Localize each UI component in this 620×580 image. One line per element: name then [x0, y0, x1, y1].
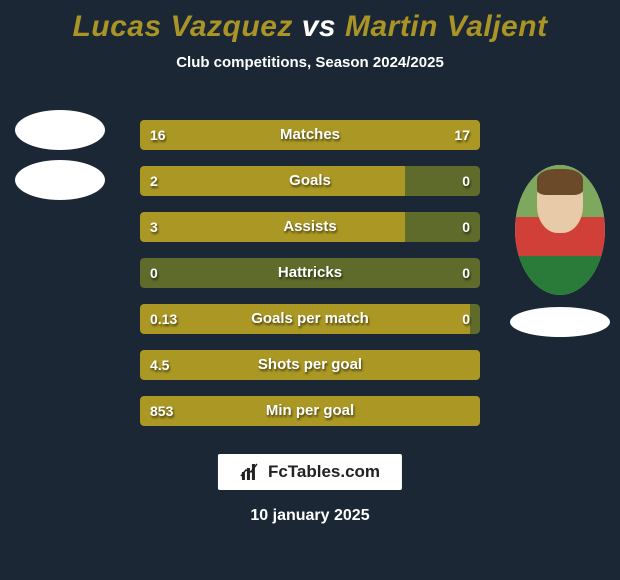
stat-label: Goals [140, 166, 480, 196]
stat-bars: 16Matches172Goals03Assists00Hattricks00.… [140, 120, 480, 442]
chart-icon [240, 462, 262, 482]
player2-column [505, 165, 615, 337]
stat-label: Assists [140, 212, 480, 242]
stat-value-right: 0 [462, 212, 470, 242]
title: Lucas Vazquez vs Martin Valjent [0, 0, 620, 44]
player2-team-badge [510, 307, 610, 337]
vs-label: vs [302, 10, 336, 43]
stat-value-right: 0 [462, 166, 470, 196]
stat-row: 853Min per goal [140, 396, 480, 426]
stat-row: 3Assists0 [140, 212, 480, 242]
site-name: FcTables.com [268, 462, 380, 482]
player2-face-icon [515, 165, 605, 295]
stat-label: Goals per match [140, 304, 480, 334]
player2-name: Martin Valjent [345, 10, 548, 43]
stat-row: 0.13Goals per match0 [140, 304, 480, 334]
stat-label: Matches [140, 120, 480, 150]
player2-avatar [515, 165, 605, 295]
stat-row: 0Hattricks0 [140, 258, 480, 288]
stat-value-right: 0 [462, 304, 470, 334]
date: 10 january 2025 [0, 507, 620, 525]
stat-label: Min per goal [140, 396, 480, 426]
stat-label: Hattricks [140, 258, 480, 288]
player1-name: Lucas Vazquez [72, 10, 292, 43]
player1-avatar [15, 110, 105, 150]
stat-value-right: 17 [454, 120, 470, 150]
comparison-card: Lucas Vazquez vs Martin Valjent Club com… [0, 0, 620, 580]
site-badge: FcTables.com [218, 454, 402, 490]
player1-team-badge [15, 160, 105, 200]
stat-value-right: 0 [462, 258, 470, 288]
stat-row: 4.5Shots per goal [140, 350, 480, 380]
subtitle: Club competitions, Season 2024/2025 [0, 54, 620, 71]
stat-label: Shots per goal [140, 350, 480, 380]
stat-row: 2Goals0 [140, 166, 480, 196]
player1-column [5, 110, 115, 200]
stat-row: 16Matches17 [140, 120, 480, 150]
